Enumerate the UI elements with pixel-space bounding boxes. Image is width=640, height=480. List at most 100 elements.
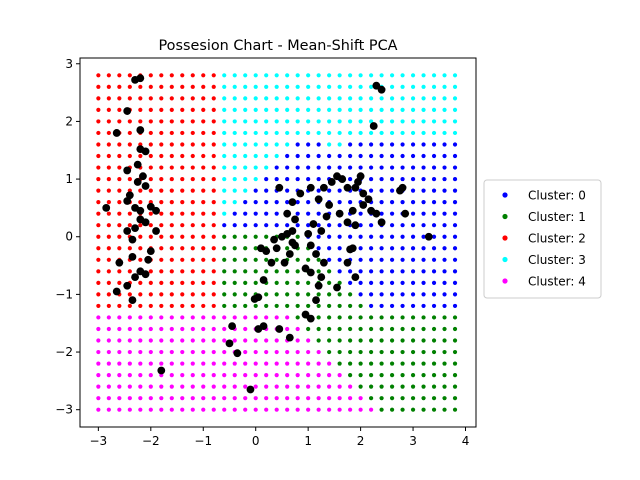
mesh-point-cluster-1 [442, 396, 447, 401]
mesh-point-cluster-0 [327, 153, 332, 159]
mesh-point-cluster-4 [243, 373, 248, 378]
mesh-point-cluster-0 [400, 257, 405, 262]
mesh-point-cluster-3 [306, 96, 311, 101]
mesh-point-cluster-4 [211, 349, 216, 355]
mesh-point-cluster-4 [96, 338, 101, 343]
observation-point [275, 183, 284, 192]
mesh-point-cluster-4 [127, 361, 132, 366]
mesh-point-cluster-4 [127, 373, 132, 378]
mesh-point-cluster-4 [138, 326, 143, 332]
mesh-point-cluster-1 [243, 269, 248, 274]
mesh-point-cluster-2 [180, 246, 185, 251]
mesh-point-cluster-2 [138, 188, 143, 193]
mesh-point-cluster-4 [127, 384, 132, 389]
mesh-point-cluster-3 [369, 107, 374, 112]
mesh-point-cluster-0 [442, 246, 447, 251]
mesh-point-cluster-4 [117, 373, 122, 378]
mesh-point-cluster-0 [410, 176, 416, 182]
mesh-point-cluster-1 [285, 280, 290, 285]
mesh-point-cluster-3 [400, 84, 405, 89]
mesh-point-cluster-0 [222, 223, 227, 228]
mesh-point-cluster-4 [274, 315, 279, 320]
mesh-point-cluster-0 [274, 211, 279, 216]
mesh-point-cluster-3 [452, 130, 458, 136]
observation-point [312, 296, 320, 305]
y-tick-label: 3 [65, 57, 73, 71]
mesh-point-cluster-4 [243, 361, 248, 366]
mesh-point-cluster-3 [327, 73, 332, 78]
mesh-point-cluster-4 [180, 396, 185, 401]
mesh-point-cluster-0 [400, 165, 405, 170]
mesh-point-cluster-4 [264, 315, 269, 320]
mesh-point-cluster-4 [96, 396, 101, 401]
mesh-point-cluster-0 [243, 211, 248, 216]
mesh-point-cluster-1 [316, 315, 321, 320]
mesh-point-cluster-3 [442, 73, 447, 78]
mesh-point-cluster-4 [295, 407, 300, 412]
legend-marker [502, 235, 508, 241]
mesh-point-cluster-2 [96, 188, 101, 193]
mesh-point-cluster-1 [316, 292, 321, 297]
mesh-point-cluster-4 [285, 361, 290, 366]
mesh-point-cluster-0 [274, 200, 279, 205]
mesh-point-cluster-2 [190, 211, 195, 216]
mesh-point-cluster-0 [452, 292, 458, 297]
mesh-point-cluster-4 [274, 407, 279, 412]
mesh-point-cluster-0 [369, 280, 374, 285]
mesh-point-cluster-4 [211, 396, 216, 401]
observation-point [128, 296, 137, 305]
mesh-point-cluster-2 [180, 200, 185, 205]
mesh-point-cluster-0 [337, 234, 342, 239]
mesh-point-cluster-1 [358, 303, 363, 309]
mesh-point-cluster-4 [117, 361, 122, 366]
mesh-point-cluster-3 [232, 188, 237, 193]
mesh-point-cluster-0 [337, 200, 342, 205]
observation-point [259, 322, 268, 330]
mesh-point-cluster-4 [285, 326, 290, 332]
mesh-point-cluster-4 [253, 384, 258, 389]
mesh-point-cluster-0 [306, 176, 311, 182]
mesh-point-cluster-4 [253, 338, 258, 343]
mesh-point-cluster-3 [222, 107, 227, 112]
mesh-point-cluster-2 [201, 165, 206, 170]
mesh-point-cluster-1 [222, 269, 227, 274]
mesh-point-cluster-2 [201, 292, 206, 297]
mesh-point-cluster-1 [316, 269, 321, 274]
mesh-point-cluster-3 [452, 107, 458, 112]
mesh-point-cluster-0 [327, 223, 332, 228]
mesh-point-cluster-2 [148, 153, 153, 159]
mesh-point-cluster-3 [316, 119, 321, 124]
mesh-point-cluster-0 [410, 280, 416, 285]
mesh-point-cluster-3 [243, 96, 248, 101]
mesh-point-cluster-1 [348, 338, 353, 343]
y-tick-label: 2 [65, 114, 73, 128]
mesh-point-cluster-2 [211, 223, 216, 228]
mesh-point-cluster-2 [190, 73, 195, 78]
mesh-point-cluster-0 [348, 200, 353, 205]
mesh-point-cluster-2 [211, 200, 216, 205]
observation-point [359, 201, 368, 209]
mesh-point-cluster-1 [379, 396, 384, 401]
mesh-point-cluster-0 [442, 200, 447, 205]
mesh-point-cluster-4 [138, 361, 143, 366]
mesh-point-cluster-0 [253, 188, 258, 193]
mesh-point-cluster-4 [148, 384, 153, 389]
mesh-point-cluster-4 [117, 384, 122, 389]
mesh-point-cluster-2 [201, 188, 206, 193]
mesh-point-cluster-2 [201, 107, 206, 112]
mesh-point-cluster-1 [389, 384, 395, 389]
mesh-point-cluster-0 [442, 292, 447, 297]
mesh-point-cluster-2 [148, 107, 153, 112]
mesh-point-cluster-2 [180, 107, 185, 112]
mesh-point-cluster-3 [348, 119, 353, 124]
mesh-point-cluster-2 [159, 257, 164, 262]
mesh-point-cluster-3 [232, 165, 237, 170]
mesh-point-cluster-2 [106, 280, 111, 285]
mesh-point-cluster-0 [400, 176, 405, 182]
mesh-point-cluster-3 [316, 107, 321, 112]
mesh-point-cluster-2 [127, 73, 132, 78]
mesh-point-cluster-4 [232, 373, 237, 378]
mesh-point-cluster-2 [117, 223, 122, 228]
observation-point [280, 258, 289, 267]
mesh-point-cluster-4 [127, 349, 132, 355]
